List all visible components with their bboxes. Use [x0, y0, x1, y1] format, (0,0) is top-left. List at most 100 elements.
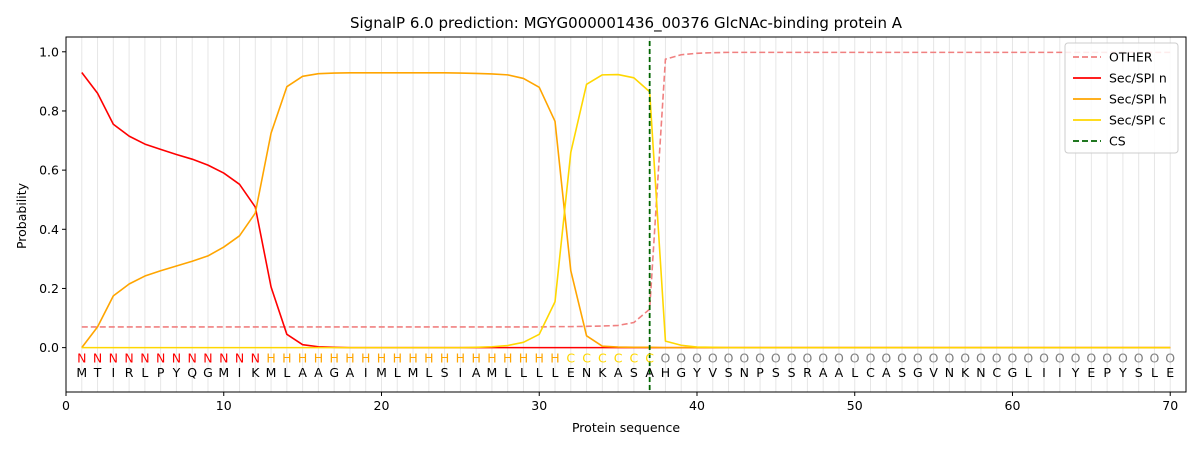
chart-title: SignalP 6.0 prediction: MGYG000001436_00… — [350, 14, 903, 33]
region-label: N — [251, 350, 260, 365]
region-label: N — [140, 350, 149, 365]
y-axis-label: Probability — [14, 182, 29, 249]
region-label: O — [724, 350, 734, 365]
residue-label: M — [408, 365, 419, 380]
residue-label: I — [111, 365, 115, 380]
region-label: O — [1008, 350, 1018, 365]
region-label: O — [802, 350, 812, 365]
region-label: H — [377, 350, 386, 365]
region-label: N — [109, 350, 118, 365]
region-label: O — [739, 350, 749, 365]
x-tick-label: 20 — [374, 398, 390, 413]
residue-label: L — [1151, 365, 1158, 380]
region-label: O — [1118, 350, 1128, 365]
residue-label: A — [645, 365, 654, 380]
residue-label: I — [364, 365, 368, 380]
region-label: O — [944, 350, 954, 365]
residue-label: Y — [1118, 365, 1127, 380]
x-axis-label: Protein sequence — [572, 420, 680, 435]
residue-label: N — [582, 365, 591, 380]
x-tick-label: 70 — [1162, 398, 1178, 413]
region-label: O — [850, 350, 860, 365]
residue-label: A — [882, 365, 891, 380]
y-tick-label: 0.6 — [39, 163, 59, 178]
legend-entry: OTHER — [1109, 50, 1153, 65]
legend-entry: Sec/SPI h — [1109, 92, 1167, 107]
region-label: O — [818, 350, 828, 365]
residue-label: S — [630, 365, 638, 380]
region-label: O — [1071, 350, 1081, 365]
residue-label: G — [203, 365, 213, 380]
region-label: C — [582, 350, 591, 365]
residue-label: A — [819, 365, 828, 380]
region-label: H — [519, 350, 528, 365]
region-label: H — [393, 350, 402, 365]
residue-label: V — [708, 365, 717, 380]
region-label: O — [881, 350, 891, 365]
region-label: N — [188, 350, 197, 365]
region-label: O — [1055, 350, 1065, 365]
x-tick-label: 0 — [62, 398, 70, 413]
residue-label: L — [536, 365, 543, 380]
legend-entry: Sec/SPI n — [1109, 71, 1167, 86]
region-label: O — [913, 350, 923, 365]
residue-label: S — [898, 365, 906, 380]
region-label: H — [535, 350, 544, 365]
residue-label: L — [283, 365, 290, 380]
residue-label: P — [756, 365, 764, 380]
residue-label: A — [835, 365, 844, 380]
region-label: C — [645, 350, 654, 365]
region-label: N — [93, 350, 102, 365]
region-label: N — [235, 350, 244, 365]
region-label: H — [550, 350, 559, 365]
x-tick-label: 50 — [847, 398, 863, 413]
region-label: O — [992, 350, 1002, 365]
residue-label: V — [929, 365, 938, 380]
region-label: O — [866, 350, 876, 365]
region-label: C — [630, 350, 639, 365]
residue-label: H — [661, 365, 670, 380]
region-label: N — [219, 350, 228, 365]
series-line-sec-spi-n — [81, 72, 1171, 349]
sequence-labels: NMNTNINRNLNPNYNQNGNMNINKHMHLHAHAHGHAHIHM… — [76, 350, 1175, 380]
residue-label: E — [1087, 365, 1095, 380]
residue-label: N — [740, 365, 749, 380]
residue-label: S — [725, 365, 733, 380]
x-axis-ticks: 0 10 20 30 40 50 60 70 — [62, 392, 1178, 413]
series-layer — [81, 41, 1171, 392]
residue-label: L — [552, 365, 559, 380]
residue-label: G — [913, 365, 923, 380]
region-label: N — [156, 350, 165, 365]
region-label: H — [471, 350, 480, 365]
residue-label: M — [218, 365, 229, 380]
residue-label: K — [598, 365, 607, 380]
residue-label: A — [472, 365, 481, 380]
region-label: H — [345, 350, 354, 365]
residue-label: L — [394, 365, 401, 380]
residue-label: E — [567, 365, 575, 380]
region-label: O — [1165, 350, 1175, 365]
region-label: H — [282, 350, 291, 365]
series-line-other — [81, 51, 1171, 328]
region-label: H — [361, 350, 370, 365]
y-tick-label: 0.0 — [39, 340, 59, 355]
residue-label: L — [504, 365, 511, 380]
region-label: O — [976, 350, 986, 365]
residue-label: G — [329, 365, 339, 380]
residue-label: S — [1135, 365, 1143, 380]
region-label: H — [298, 350, 307, 365]
legend: OTHER Sec/SPI n Sec/SPI h Sec/SPI c CS — [1064, 42, 1179, 154]
region-label: N — [77, 350, 86, 365]
legend-entry: Sec/SPI c — [1109, 113, 1166, 128]
y-tick-label: 1.0 — [39, 44, 59, 59]
region-label: O — [1150, 350, 1160, 365]
region-label: O — [1023, 350, 1033, 365]
residue-label: I — [459, 365, 463, 380]
residue-label: Y — [692, 365, 701, 380]
residue-label: L — [851, 365, 858, 380]
region-label: N — [124, 350, 133, 365]
legend-entry: CS — [1109, 134, 1126, 149]
residue-label: C — [866, 365, 875, 380]
residue-label: I — [238, 365, 242, 380]
